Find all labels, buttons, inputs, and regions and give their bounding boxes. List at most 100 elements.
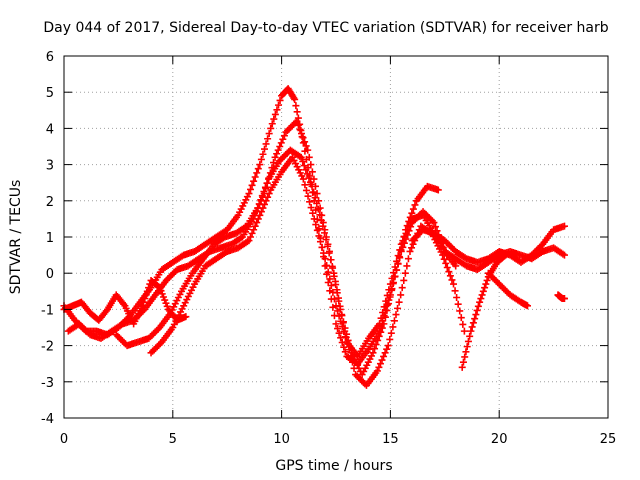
data-point bbox=[299, 175, 307, 183]
data-point bbox=[378, 324, 386, 332]
data-point bbox=[477, 295, 485, 303]
data-point bbox=[277, 139, 285, 147]
data-point bbox=[395, 298, 403, 306]
data-point bbox=[409, 205, 417, 213]
data-point bbox=[256, 161, 264, 169]
data-point bbox=[481, 284, 489, 292]
data-point bbox=[347, 352, 355, 360]
data-point bbox=[405, 222, 413, 230]
data-point bbox=[331, 277, 339, 285]
data-point bbox=[324, 268, 332, 276]
data-point bbox=[310, 188, 318, 196]
data-point bbox=[271, 110, 279, 118]
data-point bbox=[385, 286, 393, 294]
data-point bbox=[380, 352, 388, 360]
data-point bbox=[396, 246, 404, 254]
data-point bbox=[377, 328, 385, 336]
data-point bbox=[443, 264, 451, 272]
data-point bbox=[300, 162, 308, 170]
data-point bbox=[462, 348, 470, 356]
y-tick-label: 2 bbox=[46, 195, 54, 210]
data-point bbox=[261, 145, 269, 153]
data-point bbox=[253, 169, 261, 177]
data-point bbox=[274, 146, 282, 154]
data-point bbox=[261, 183, 269, 191]
data-point bbox=[391, 263, 399, 271]
data-point bbox=[293, 108, 301, 116]
data-point bbox=[376, 360, 384, 368]
data-point bbox=[452, 262, 460, 270]
data-point bbox=[439, 251, 447, 259]
data-point bbox=[259, 150, 267, 158]
data-point bbox=[560, 295, 568, 303]
data-point bbox=[388, 274, 396, 282]
data-point bbox=[403, 226, 411, 234]
data-point bbox=[379, 309, 387, 317]
data-point bbox=[307, 161, 315, 169]
data-point bbox=[377, 314, 385, 322]
data-point bbox=[138, 302, 146, 310]
y-tick-label: -1 bbox=[41, 303, 54, 318]
data-point bbox=[471, 315, 479, 323]
data-point bbox=[316, 211, 324, 219]
axis-ticks: 0 5 10 15 20 25 -4 -3 -2 -1 0 1 2 3 4 5 6 bbox=[41, 50, 616, 447]
data-point bbox=[308, 168, 316, 176]
data-point bbox=[291, 95, 299, 103]
data-point bbox=[253, 219, 261, 227]
data-point bbox=[406, 247, 414, 255]
data-point bbox=[448, 276, 456, 284]
data-point bbox=[442, 259, 450, 267]
data-point bbox=[262, 197, 270, 205]
data-point bbox=[375, 332, 383, 340]
data-point bbox=[251, 173, 259, 181]
data-point bbox=[394, 304, 402, 312]
data-point bbox=[258, 192, 266, 200]
y-tick-label: -4 bbox=[41, 412, 54, 427]
data-point bbox=[309, 209, 317, 217]
data-point bbox=[305, 174, 313, 182]
data-point bbox=[453, 294, 461, 302]
data-point bbox=[334, 294, 342, 302]
data-point bbox=[313, 226, 321, 234]
data-point bbox=[378, 356, 386, 364]
data-point bbox=[250, 226, 258, 234]
data-point bbox=[460, 327, 468, 335]
data-point bbox=[335, 329, 343, 337]
x-axis-label: GPS time / hours bbox=[275, 458, 392, 474]
data-point bbox=[383, 345, 391, 353]
data-point bbox=[560, 222, 568, 230]
data-point bbox=[373, 367, 381, 375]
data-point bbox=[386, 280, 394, 288]
data-point bbox=[297, 153, 305, 161]
data-point bbox=[348, 358, 356, 366]
data-point bbox=[294, 121, 302, 129]
data-point bbox=[340, 343, 348, 351]
data-point bbox=[338, 322, 346, 330]
data-point bbox=[276, 143, 284, 150]
y-tick-label: 1 bbox=[46, 231, 54, 246]
series-track-9 bbox=[554, 291, 568, 303]
data-point bbox=[400, 276, 408, 284]
data-point bbox=[468, 323, 476, 331]
data-point bbox=[483, 276, 491, 284]
data-point bbox=[262, 140, 270, 148]
data-point bbox=[314, 205, 322, 213]
data-point bbox=[393, 257, 401, 265]
data-point bbox=[461, 353, 469, 361]
data-point bbox=[464, 337, 472, 345]
data-point bbox=[260, 187, 268, 195]
data-point bbox=[182, 313, 190, 321]
data-point bbox=[302, 166, 310, 174]
data-point bbox=[334, 325, 342, 333]
data-point bbox=[145, 284, 153, 292]
data-point bbox=[303, 170, 311, 178]
data-point bbox=[459, 320, 467, 328]
data-point bbox=[430, 219, 438, 227]
data-point bbox=[280, 132, 288, 140]
data-point bbox=[560, 251, 568, 259]
x-tick-label: 25 bbox=[600, 432, 617, 447]
data-point bbox=[523, 302, 531, 310]
data-point bbox=[329, 288, 337, 296]
data-points bbox=[60, 85, 568, 389]
